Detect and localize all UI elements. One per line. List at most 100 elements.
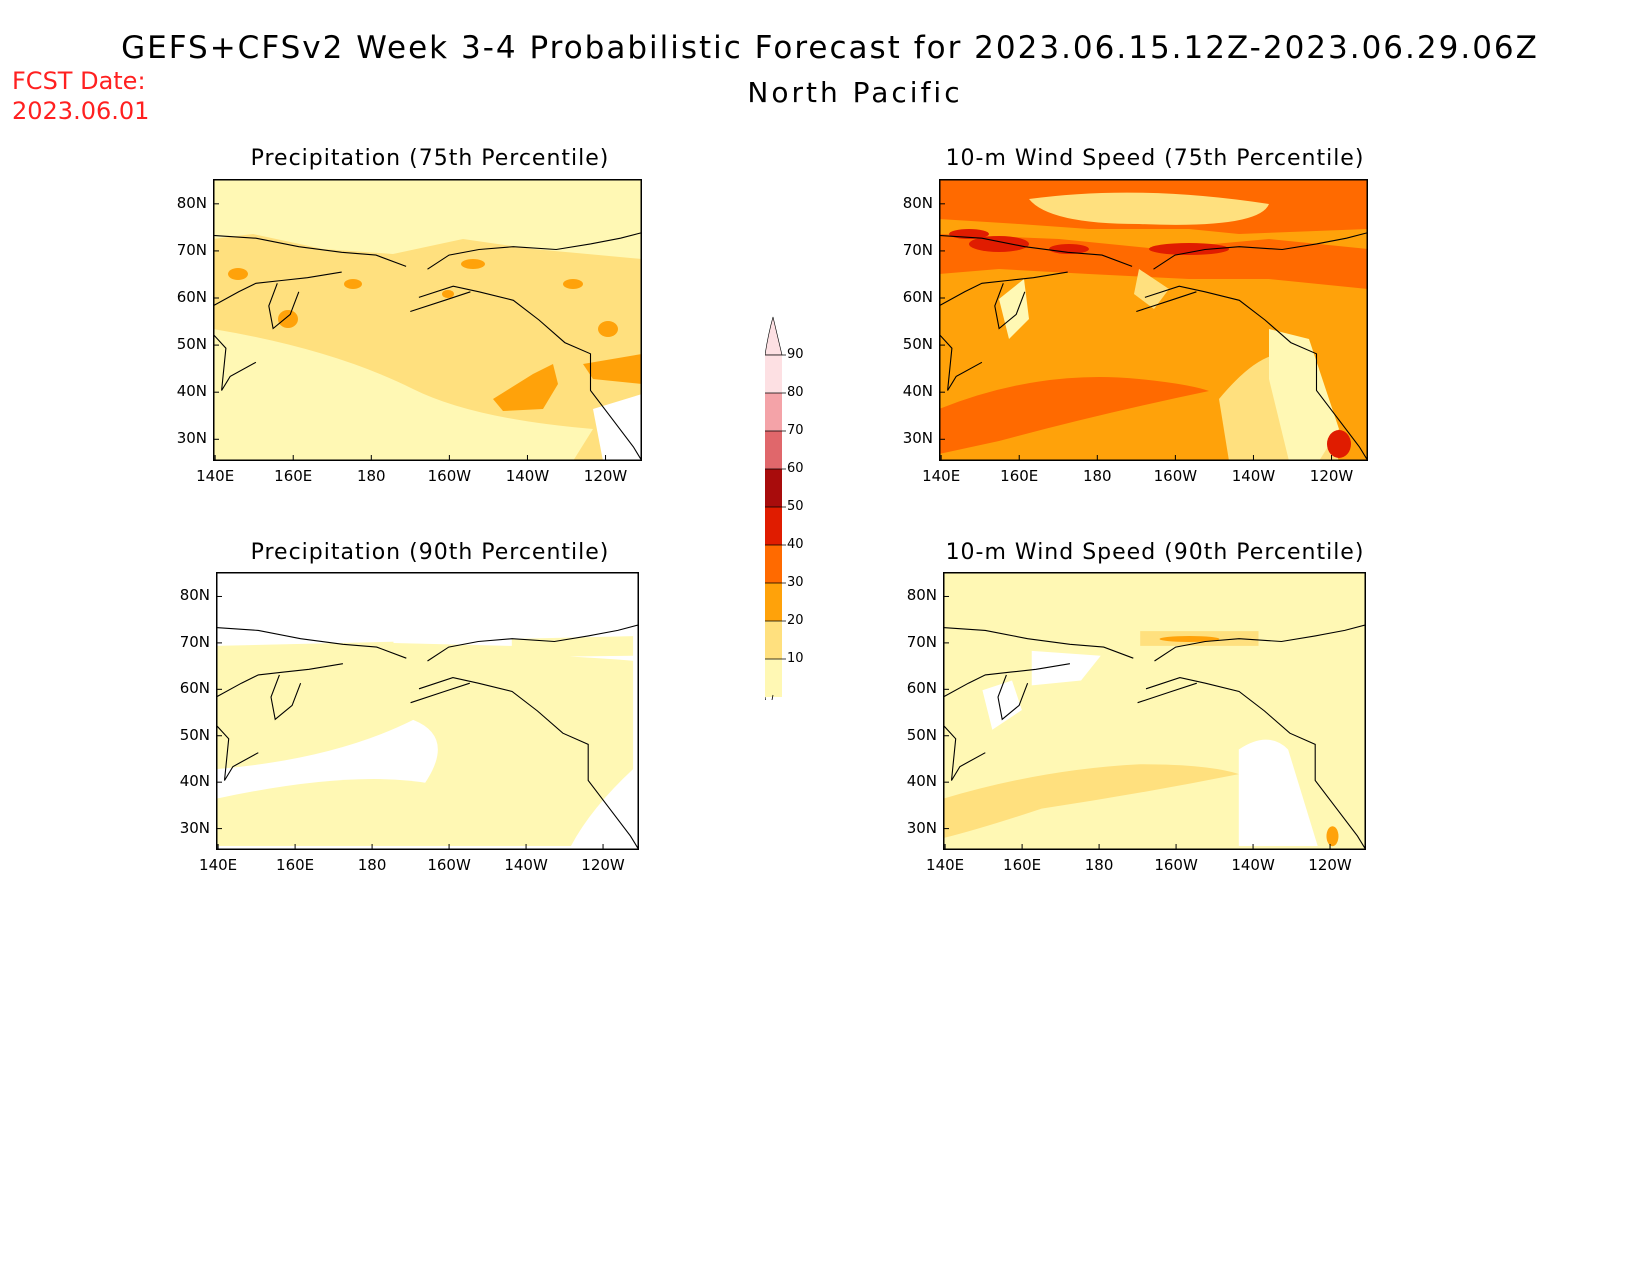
- lat-tick-label: 80N: [179, 586, 210, 605]
- lat-tick-label: 60N: [906, 679, 937, 698]
- colorbar-swatch: [765, 659, 782, 697]
- colorbar-swatch: [765, 507, 782, 545]
- coastline: [216, 627, 407, 659]
- lon-tick-label: 180: [357, 856, 387, 874]
- lon-tick-label: 120W: [583, 467, 628, 485]
- field-contour: [461, 259, 485, 269]
- map-wind-90: [943, 572, 1366, 850]
- coastline: [213, 234, 407, 267]
- lat-tick-label: 30N: [906, 818, 937, 837]
- colorbar-value-label: 90: [787, 347, 804, 362]
- map-precip-90: [216, 572, 639, 850]
- field-contour: [1134, 269, 1169, 309]
- panel-title-wind-90: 10-m Wind Speed (90th Percentile): [945, 540, 1365, 565]
- coastline: [213, 271, 342, 307]
- lon-tick-label: 140W: [1231, 856, 1275, 874]
- colorbar-swatch: [765, 355, 782, 393]
- panel-title-precip-90: Precipitation (90th Percentile): [250, 540, 610, 565]
- coastline: [939, 333, 983, 391]
- field-contour: [999, 279, 1029, 339]
- lon-tick-label: 140W: [505, 467, 550, 485]
- map-frame: [213, 179, 642, 461]
- forecast-date-block: FCST Date: 2023.06.01: [12, 66, 149, 126]
- field-contour: [1269, 329, 1339, 461]
- fcst-date-value: 2023.06.01: [12, 97, 150, 125]
- field-contour: [216, 779, 443, 847]
- coastline: [994, 283, 1026, 330]
- lat-tick-label: 70N: [906, 632, 937, 651]
- field-contour: [213, 329, 593, 461]
- lat-tick-label: 40N: [906, 772, 937, 791]
- lon-tick-label: 160W: [1153, 467, 1198, 485]
- coastline: [1154, 624, 1366, 662]
- lon-tick-label: 160E: [1000, 467, 1039, 485]
- lon-tick-label: 160W: [1154, 856, 1198, 874]
- colorbar-value-label: 20: [787, 613, 804, 628]
- field-contour: [493, 364, 558, 411]
- lat-tick-label: 40N: [902, 382, 933, 401]
- lat-tick-label: 80N: [906, 586, 937, 605]
- coastline: [410, 682, 470, 704]
- lon-tick-label: 160W: [427, 467, 472, 485]
- field-contour: [334, 647, 512, 701]
- colorbar-swatch: [765, 621, 782, 659]
- colorbar-swatch: [765, 469, 782, 507]
- field-contour: [278, 310, 298, 328]
- coastline: [1153, 232, 1368, 270]
- lat-tick-label: 50N: [179, 725, 210, 744]
- region-subtitle: North Pacific: [747, 76, 963, 109]
- colorbar-bottom-cap: [765, 694, 774, 700]
- colorbar-swatch: [765, 583, 782, 621]
- lon-tick-label: 140W: [504, 856, 548, 874]
- panel-title-precip-75: Precipitation (75th Percentile): [250, 146, 610, 171]
- lon-tick-label: 160W: [427, 856, 471, 874]
- panel-title-wind-75: 10-m Wind Speed (75th Percentile): [945, 146, 1365, 171]
- lat-tick-label: 70N: [179, 632, 210, 651]
- field-contour: [969, 236, 1029, 252]
- field-contour: [442, 290, 454, 298]
- colorbar-value-label: 30: [787, 575, 804, 590]
- lat-tick-label: 50N: [902, 335, 933, 354]
- lat-tick-label: 30N: [179, 818, 210, 837]
- field-contour: [563, 279, 583, 289]
- coastline: [216, 663, 343, 698]
- lon-tick-label: 160E: [1003, 856, 1042, 874]
- lon-tick-label: 140W: [1231, 467, 1276, 485]
- lon-tick-label: 120W: [1309, 467, 1354, 485]
- lat-tick-label: 50N: [906, 725, 937, 744]
- field-contour: [1327, 430, 1351, 458]
- colorbar-value-label: 10: [787, 651, 804, 666]
- colorbar-value-label: 60: [787, 461, 804, 476]
- coastline: [216, 724, 259, 781]
- field-contour: [943, 764, 1239, 839]
- lon-tick-label: 160E: [276, 856, 315, 874]
- lat-tick-label: 40N: [176, 382, 207, 401]
- field-contour: [1031, 650, 1101, 686]
- coastline: [1144, 285, 1368, 461]
- field-contour: [216, 636, 634, 661]
- lat-tick-label: 50N: [176, 335, 207, 354]
- coastline: [1145, 677, 1366, 850]
- field-contour: [1159, 636, 1220, 643]
- lat-tick-label: 80N: [902, 193, 933, 212]
- lat-tick-label: 60N: [902, 288, 933, 306]
- field-contour: [583, 354, 642, 384]
- coastline: [410, 291, 471, 313]
- coastline: [418, 677, 639, 850]
- lat-tick-label: 80N: [176, 193, 207, 212]
- coastline: [213, 333, 257, 391]
- coastline: [943, 627, 1134, 659]
- field-contour: [228, 268, 248, 280]
- lon-tick-label: 140E: [922, 467, 961, 485]
- field-contour: [598, 321, 618, 337]
- lat-tick-label: 30N: [902, 429, 933, 448]
- map-precip-75: [213, 179, 642, 461]
- coastline: [939, 234, 1133, 267]
- colorbar-top-cap: [765, 316, 783, 356]
- map-frame: [939, 179, 1368, 461]
- colorbar-swatch: [765, 431, 782, 469]
- coastline: [943, 724, 986, 781]
- lat-tick-label: 70N: [176, 240, 207, 259]
- map-frame: [943, 572, 1366, 850]
- colorbar-value-label: 50: [787, 499, 804, 514]
